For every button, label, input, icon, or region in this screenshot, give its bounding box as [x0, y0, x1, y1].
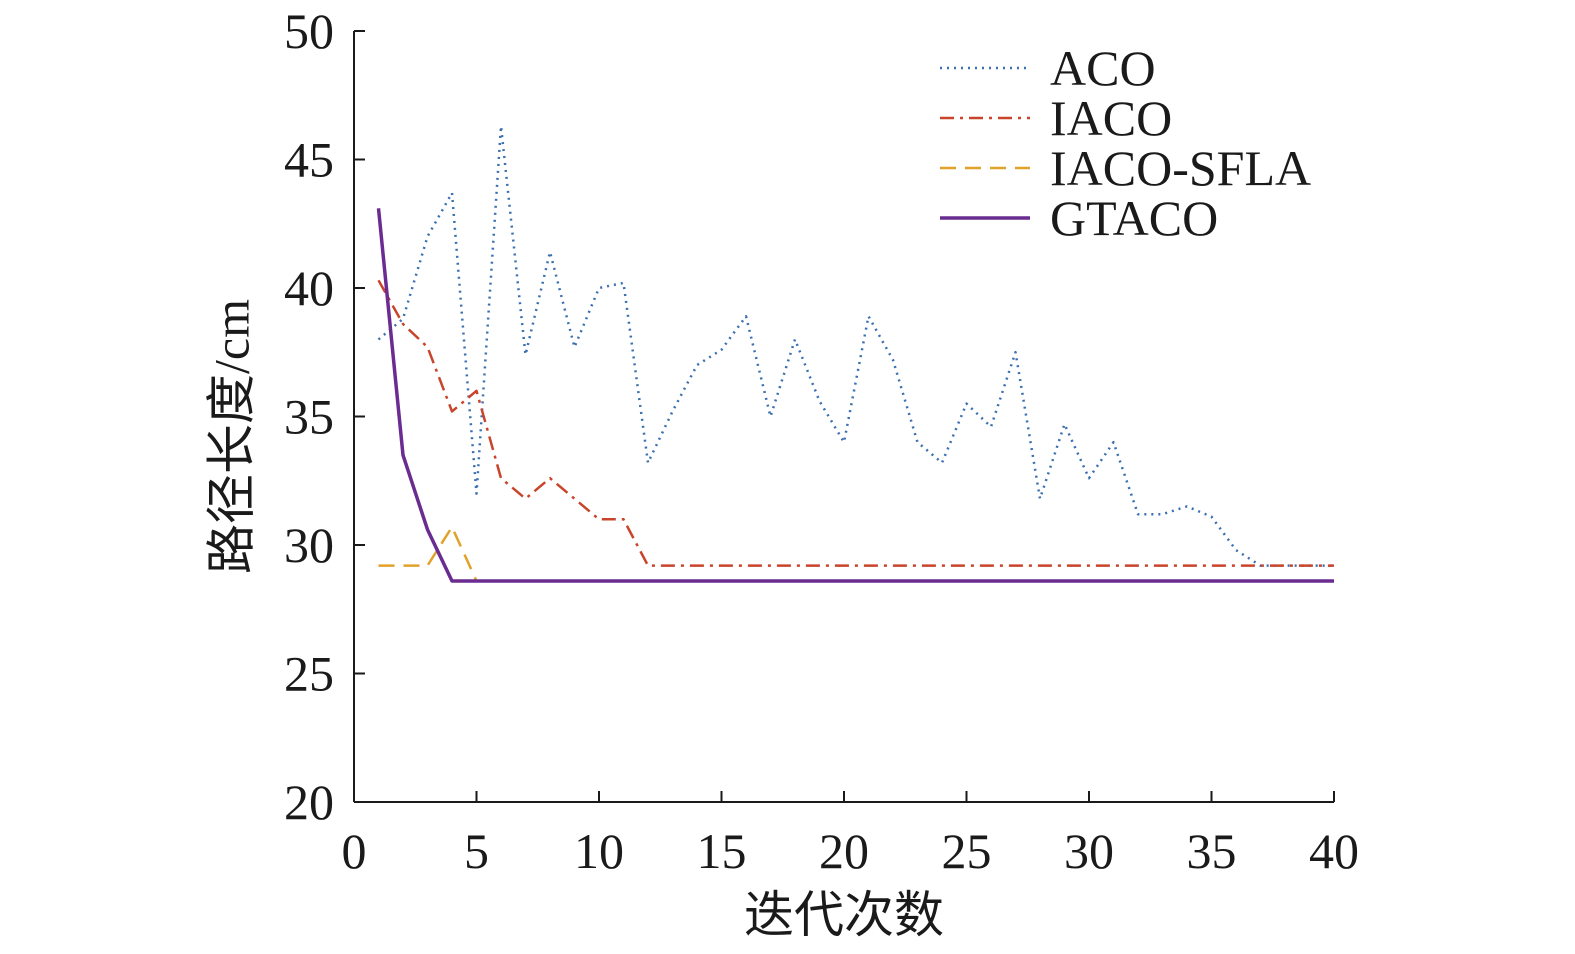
x-tick-label: 25: [942, 823, 992, 879]
y-tick-label: 40: [284, 260, 334, 316]
series-iaco-sfla: [378, 525, 1334, 583]
series-aco: [377, 124, 1334, 567]
x-tick-label: 35: [1187, 823, 1237, 879]
y-tick-label: 45: [284, 132, 334, 188]
x-tick-label: 5: [464, 823, 489, 879]
y-tick-label: 30: [284, 517, 334, 573]
series-line-gtaco: [376, 208, 1334, 583]
series-iaco: [377, 279, 1334, 567]
legend-item: IACO: [940, 90, 1172, 146]
legend-label: GTACO: [1050, 190, 1218, 246]
series-gtaco: [376, 208, 1334, 583]
y-tick-label: 25: [284, 646, 334, 702]
x-tick-label: 40: [1309, 823, 1359, 879]
x-tick-label: 0: [342, 823, 367, 879]
legend-item: IACO-SFLA: [940, 140, 1311, 196]
y-axis-title: 路径长度/cm: [203, 299, 259, 574]
x-tick-label: 20: [819, 823, 869, 879]
legend-label: IACO-SFLA: [1050, 140, 1311, 196]
axes: 20 25 30 35 40 45 50 0 5 10 15 20 25 30 35 40: [284, 3, 1359, 879]
legend-item: GTACO: [940, 190, 1218, 246]
x-tick-label: 30: [1064, 823, 1114, 879]
legend-label: IACO: [1050, 90, 1172, 146]
x-axis-title: 迭代次数: [744, 887, 944, 943]
y-tick-label: 35: [284, 389, 334, 445]
y-tick-label: 20: [284, 774, 334, 830]
x-tick-label: 15: [697, 823, 747, 879]
series-line-aco: [377, 124, 1334, 567]
legend-label: ACO: [1050, 40, 1156, 96]
series-layer: [376, 124, 1334, 583]
series-line-iaco: [377, 279, 1334, 567]
legend-item: ACO: [940, 40, 1156, 96]
x-tick-label: 10: [574, 823, 624, 879]
y-tick-label: 50: [284, 3, 334, 59]
series-line-iaco-sfla: [378, 525, 1334, 583]
